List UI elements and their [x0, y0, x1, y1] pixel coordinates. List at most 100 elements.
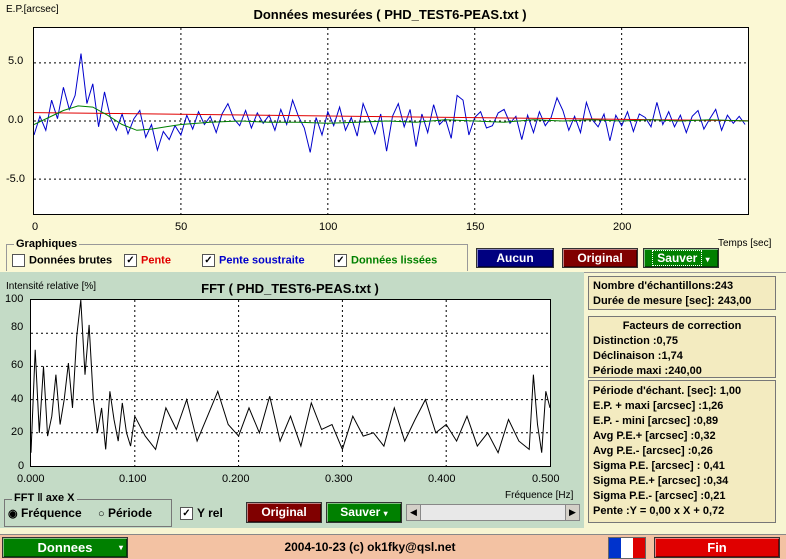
checkbox-box[interactable] [12, 254, 25, 267]
checkbox-label: Pente soustraite [219, 254, 305, 267]
radio-selected-icon[interactable]: ◉ [8, 508, 18, 520]
correction-declinaison: Déclinaison :1,74 [593, 350, 683, 362]
sauver-label: Sauver [340, 505, 381, 519]
checkbox-label: Y rel [197, 506, 223, 520]
checkbox-label: Données brutes [29, 254, 113, 267]
flag-stripe-red [633, 538, 645, 558]
stat-line: E.P. + maxi [arcsec] :1,26 [593, 400, 724, 412]
stat-line: E.P. - mini [arcsec] :0,89 [593, 415, 719, 427]
scroll-right-icon[interactable]: ▶ [565, 505, 579, 520]
checkbox-donnees-brutes[interactable]: Données brutes [12, 254, 112, 267]
checkbox-label: Données lissées [351, 254, 438, 267]
checkbox-pente-soustraite[interactable]: ✓ Pente soustraite [202, 254, 305, 267]
top-xtick: 0 [32, 221, 39, 233]
sauver-label: Sauver [652, 250, 703, 266]
correction-factors-box: Facteurs de correction Distinction :0,75… [588, 316, 776, 378]
fft-ytick: 80 [11, 321, 24, 333]
checkbox-yrel[interactable]: ✓ Y rel [180, 506, 223, 521]
top-xtick: 100 [319, 221, 338, 233]
stat-line: Pente :Y = 0,00 x X + 0,72 [593, 505, 725, 517]
series-line-pente [34, 112, 748, 122]
radio-periode[interactable]: ○ Période [98, 506, 152, 520]
stat-line: Avg P.E.- [arcsec] :0,26 [593, 445, 713, 457]
chevron-down-icon: ▾ [383, 509, 388, 518]
correction-distinction: Distinction :0,75 [593, 335, 678, 347]
fft-svg [31, 300, 550, 466]
fft-scrollbar[interactable]: ◀ ▶ [406, 504, 580, 521]
top-chart-ylabel: E.P.[arcsec] [6, 4, 59, 15]
fft-panel: Intensité relative [%] FFT ( PHD_TEST6-P… [0, 272, 584, 528]
radio-empty-icon[interactable]: ○ [98, 508, 105, 520]
top-ytick: 0.0 [8, 114, 24, 126]
sauver-button-fft[interactable]: Sauver ▾ [326, 502, 402, 523]
top-xtick: 200 [613, 221, 632, 233]
checkbox-box[interactable]: ✓ [124, 254, 137, 267]
fft-xlabel: Fréquence [Hz] [505, 490, 574, 501]
fft-ytick: 0 [18, 460, 25, 472]
fft-xtick: 0.400 [428, 473, 456, 485]
fft-ytick: 60 [11, 359, 24, 371]
top-chart-svg [34, 28, 748, 214]
stat-line: Sigma P.E. [arcsec] : 0,41 [593, 460, 725, 472]
original-button-fft[interactable]: Original [246, 502, 322, 523]
fin-button[interactable]: Fin [654, 537, 780, 558]
chevron-down-icon: ▾ [118, 543, 123, 552]
top-chart-plot [33, 27, 749, 215]
graphiques-title: Graphiques [14, 238, 80, 250]
fft-title: FFT ( PHD_TEST6-PEAS.txt ) [201, 281, 379, 296]
fft-ytick: 100 [5, 293, 24, 305]
fft-plot [30, 299, 551, 467]
donnees-button[interactable]: Donnees ▾ [2, 537, 128, 558]
aucun-button[interactable]: Aucun [476, 248, 554, 268]
statistics-box: Période d'échant. [sec]: 1,00 E.P. + max… [588, 380, 776, 523]
fft-xtick: 0.000 [17, 473, 45, 485]
status-bar: Donnees ▾ 2004-10-23 (c) ok1fky@qsl.net … [0, 534, 786, 559]
graphiques-group [6, 244, 468, 271]
stat-line: Avg P.E.+ [arcsec] :0,32 [593, 430, 716, 442]
top-panel: E.P.[arcsec] Données mesurées ( PHD_TEST… [0, 0, 786, 273]
series-line-fft [31, 300, 550, 455]
stat-line: Sigma P.E.+ [arcsec] :0,34 [593, 475, 729, 487]
top-chart-xlabel: Temps [sec] [718, 238, 772, 249]
copyright-text: 2004-10-23 (c) ok1fky@qsl.net [284, 540, 456, 554]
checkbox-label: Pente [141, 254, 171, 267]
checkbox-box[interactable]: ✓ [334, 254, 347, 267]
info-duration: Durée de mesure [sec]: 243,00 [593, 295, 752, 307]
fft-xtick: 0.500 [532, 473, 560, 485]
fft-axis-group [4, 499, 172, 527]
fft-axis-group-title: FFT ‖ axe X [12, 492, 77, 504]
info-samples-count: Nombre d'échantillons:243 [593, 280, 734, 292]
fft-xtick: 0.300 [325, 473, 353, 485]
info-samples-box: Nombre d'échantillons:243 Durée de mesur… [588, 276, 776, 310]
fft-ytick: 40 [11, 393, 24, 405]
stat-line: Période d'échant. [sec]: 1,00 [593, 385, 742, 397]
series-line-pente-soustraite [34, 53, 746, 153]
donnees-label: Donnees [37, 540, 93, 555]
scroll-left-icon[interactable]: ◀ [407, 505, 421, 520]
checkbox-box[interactable]: ✓ [202, 254, 215, 267]
radio-frequence[interactable]: ◉ Fréquence [8, 506, 82, 520]
fft-ylabel: Intensité relative [%] [6, 281, 97, 292]
correction-title: Facteurs de correction [622, 320, 742, 332]
french-flag-icon[interactable] [608, 537, 646, 559]
radio-label: Fréquence [20, 506, 82, 520]
flag-stripe-white [621, 538, 633, 558]
chevron-down-icon: ▾ [705, 255, 710, 264]
fft-ytick: 20 [11, 426, 24, 438]
top-chart-title: Données mesurées ( PHD_TEST6-PEAS.txt ) [253, 7, 527, 22]
correction-periode: Période maxi :240,00 [593, 365, 702, 377]
fft-xtick: 0.100 [119, 473, 147, 485]
sauver-button-top[interactable]: Sauver ▾ [643, 248, 719, 268]
fft-xtick: 0.200 [222, 473, 250, 485]
top-xtick: 150 [466, 221, 485, 233]
top-ytick: 5.0 [8, 55, 24, 67]
top-ytick: -5.0 [6, 173, 25, 185]
original-button-top[interactable]: Original [562, 248, 638, 268]
checkbox-box[interactable]: ✓ [180, 507, 193, 521]
checkbox-donnees-lissees[interactable]: ✓ Données lissées [334, 254, 437, 267]
stat-line: Sigma P.E.- [arcsec] :0,21 [593, 490, 726, 502]
radio-label: Période [108, 506, 153, 520]
series-line-donn-es-liss-es [34, 105, 748, 131]
checkbox-pente[interactable]: ✓ Pente [124, 254, 171, 267]
top-xtick: 50 [175, 221, 188, 233]
